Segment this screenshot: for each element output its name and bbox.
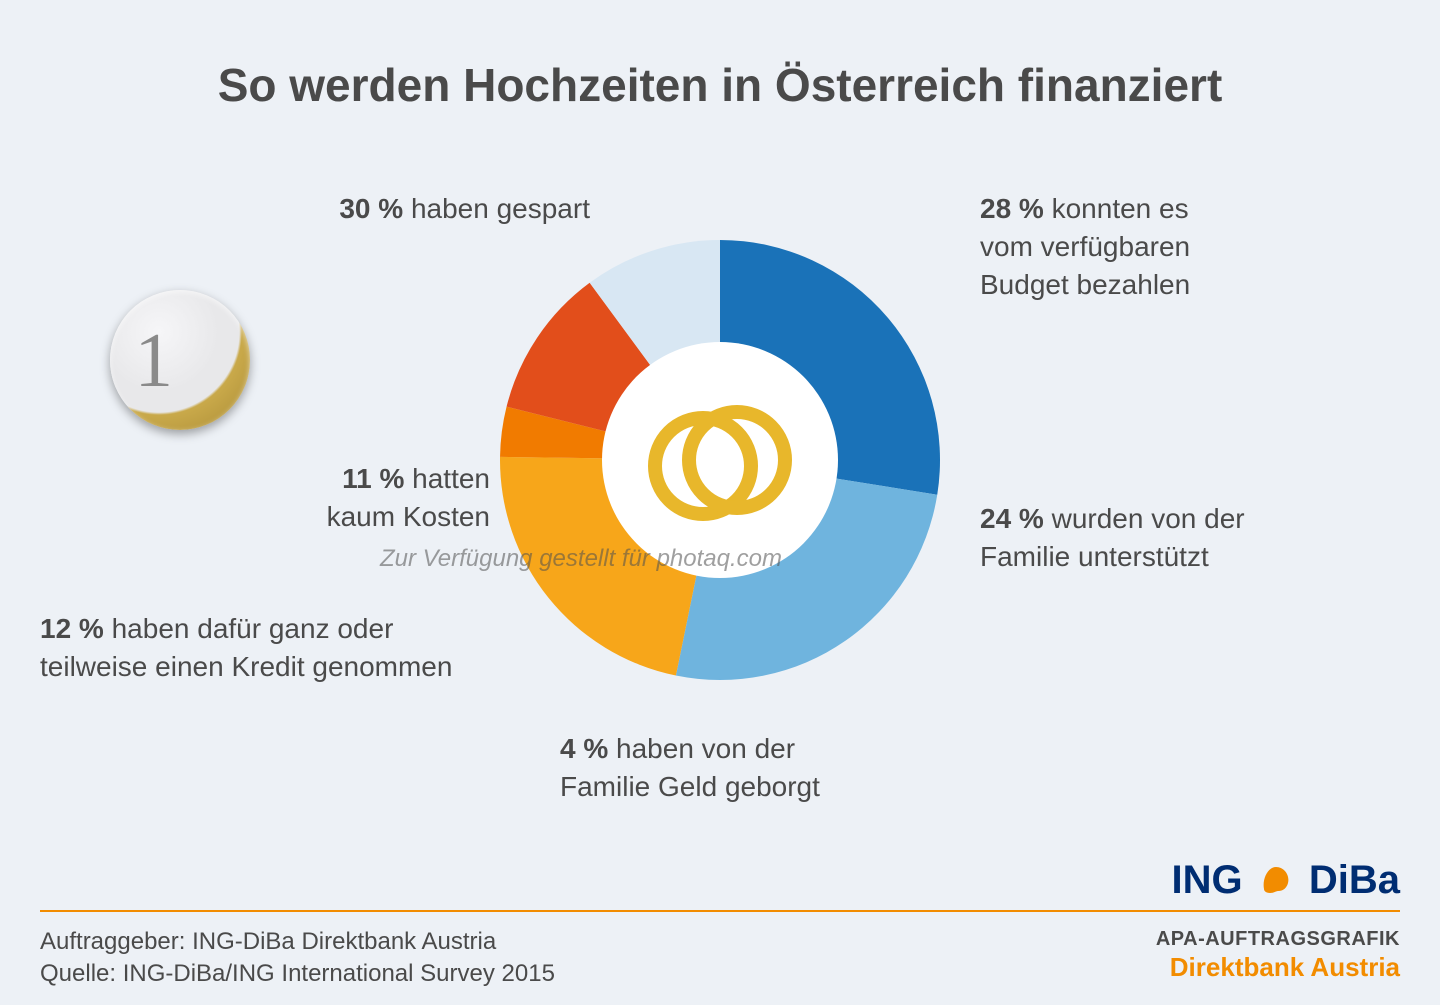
pct-budget: 28 %	[980, 193, 1044, 224]
label-family-help: 24 % wurden von derFamilie unterstützt	[980, 500, 1400, 576]
label-credit: 12 % haben dafür ganz oderteilweise eine…	[40, 610, 560, 686]
pct-family-loan: 4 %	[560, 733, 608, 764]
label-budget: 28 % konnten esvom verfügbarenBudget bez…	[980, 190, 1400, 303]
donut-hole	[602, 342, 838, 578]
pct-low-cost: 11 %	[342, 463, 404, 494]
label-low-cost: 11 % hattenkaum Kosten	[230, 460, 490, 536]
pct-saved: 30 %	[339, 193, 403, 224]
donut-chart	[500, 240, 940, 680]
footer-source-text: Quelle: ING-DiBa/ING International Surve…	[40, 960, 555, 988]
footer-client-text: Auftraggeber: ING-DiBa Direktbank Austri…	[40, 928, 496, 956]
label-saved: 30 % haben gespart	[220, 190, 590, 228]
infographic-title: So werden Hochzeiten in Österreich finan…	[0, 58, 1440, 112]
infographic-stage: So werden Hochzeiten in Österreich finan…	[0, 0, 1440, 1005]
footer-rule	[40, 910, 1400, 912]
text-saved: haben gespart	[411, 193, 590, 224]
lion-icon	[1258, 861, 1294, 907]
pct-credit: 12 %	[40, 613, 104, 644]
pct-family-help: 24 %	[980, 503, 1044, 534]
euro-coin-icon: 1	[110, 290, 250, 430]
ing-logo-subtitle: Direktbank Austria	[1170, 952, 1400, 983]
ing-diba-logo: ING DiBa	[1171, 858, 1400, 907]
ing-logo-ing: ING	[1171, 858, 1242, 902]
label-family-loan: 4 % haben von derFamilie Geld geborgt	[560, 730, 980, 806]
watermark-text: Zur Verfügung gestellt für photaq.com	[380, 545, 782, 573]
wedding-rings-icon	[641, 390, 799, 530]
ing-logo-diba: DiBa	[1309, 858, 1400, 902]
apa-credit: APA-AUFTRAGSGRAFIK	[1156, 928, 1400, 951]
